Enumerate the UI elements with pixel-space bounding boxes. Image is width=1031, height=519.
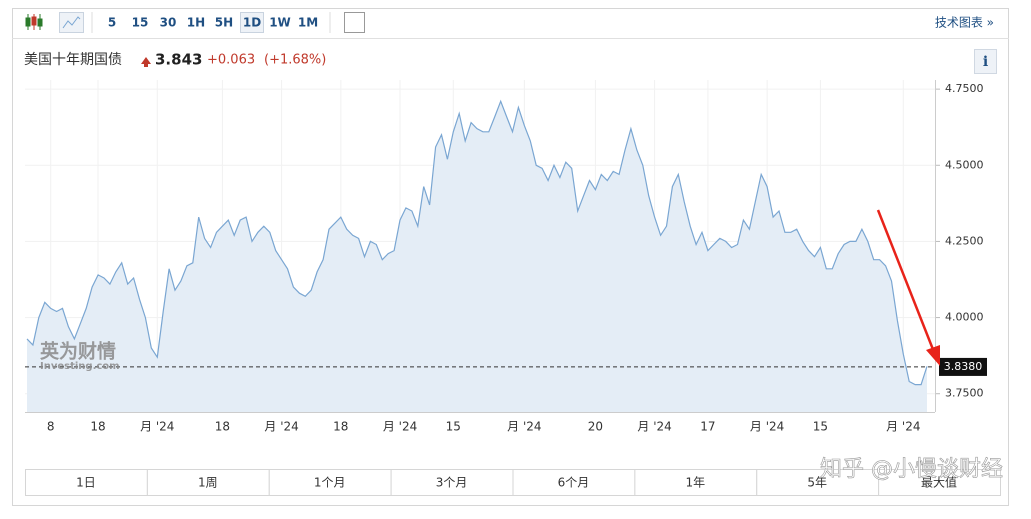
instrument-title: 美国十年期国债 (24, 52, 122, 68)
price: 3.843 (155, 51, 202, 69)
y-tick-label: 4.7500 (945, 82, 984, 95)
range-label[interactable]: 5年 (807, 476, 827, 490)
interval-button[interactable]: 1H (187, 16, 205, 30)
table-icon[interactable] (344, 12, 365, 33)
interval-button[interactable]: 1D (243, 16, 261, 30)
range-button[interactable] (390, 469, 514, 496)
area-fill (27, 101, 927, 413)
x-tick-label: 20 (588, 420, 603, 434)
x-tick-label: 18 (215, 420, 230, 434)
annotation-arrow (876, 209, 940, 366)
candle-icon[interactable] (25, 14, 43, 30)
range-label[interactable]: 1周 (198, 476, 218, 490)
x-tick-label: 月 '24 (886, 420, 920, 434)
info-icon[interactable]: i (983, 54, 988, 70)
x-tick-label: 月 '24 (264, 420, 298, 434)
last-price-label: 3.8380 (944, 360, 983, 373)
range-label[interactable]: 最大值 (921, 475, 957, 490)
range-button[interactable] (512, 469, 636, 496)
x-tick-label: 18 (90, 420, 105, 434)
y-tick-label: 3.7500 (945, 387, 984, 400)
x-tick-label: 月 '24 (140, 420, 174, 434)
area-icon-line (62, 16, 81, 29)
interval-button[interactable]: 5H (215, 16, 233, 30)
technical-chart-link[interactable]: 技术图表 » (935, 16, 994, 30)
range-button[interactable] (756, 469, 880, 496)
interval-button[interactable]: 30 (160, 16, 177, 30)
x-tick-label: 15 (813, 420, 828, 434)
y-tick-label: 4.5000 (945, 158, 984, 171)
range-button[interactable] (268, 469, 392, 496)
x-tick-label: 月 '24 (750, 420, 784, 434)
x-tick-label: 月 '24 (637, 420, 671, 434)
last-price-box (939, 357, 987, 376)
interval-selected (240, 12, 264, 33)
x-tick-label: 8 (47, 420, 55, 434)
x-tick-label: 月 '24 (507, 420, 541, 434)
range-button[interactable] (634, 469, 758, 496)
info-button[interactable] (974, 49, 997, 74)
price-line (26, 99, 928, 386)
up-arrow-icon (141, 57, 151, 67)
y-tick-label: 4.2500 (945, 234, 984, 247)
range-label[interactable]: 6个月 (558, 476, 590, 490)
range-label[interactable]: 1日 (76, 476, 96, 490)
price-change: +0.063 (207, 53, 255, 68)
watermark-site: Investing.com (40, 361, 120, 372)
range-label[interactable]: 3个月 (436, 476, 468, 490)
area-icon[interactable] (59, 12, 84, 33)
x-tick-label: 月 '24 (383, 420, 417, 434)
zhihu-watermark: 知乎 @小慢谈财经 (820, 457, 1003, 482)
x-tick-label: 18 (333, 420, 348, 434)
range-button[interactable] (25, 469, 148, 496)
range-button[interactable] (146, 469, 270, 496)
interval-button[interactable]: 1M (298, 16, 318, 30)
x-tick-label: 15 (446, 420, 461, 434)
price-change-percent: (+1.68%) (264, 53, 326, 68)
range-label[interactable]: 1个月 (314, 476, 346, 490)
y-tick-label: 4.0000 (945, 311, 984, 324)
interval-button[interactable]: 5 (108, 16, 116, 30)
x-tick-label: 17 (700, 420, 715, 434)
interval-button[interactable]: 15 (132, 16, 149, 30)
range-label[interactable]: 1年 (685, 476, 705, 490)
watermark-brand: 英为财情 (40, 340, 116, 363)
interval-button[interactable]: 1W (269, 16, 291, 30)
range-button[interactable] (878, 469, 1001, 496)
